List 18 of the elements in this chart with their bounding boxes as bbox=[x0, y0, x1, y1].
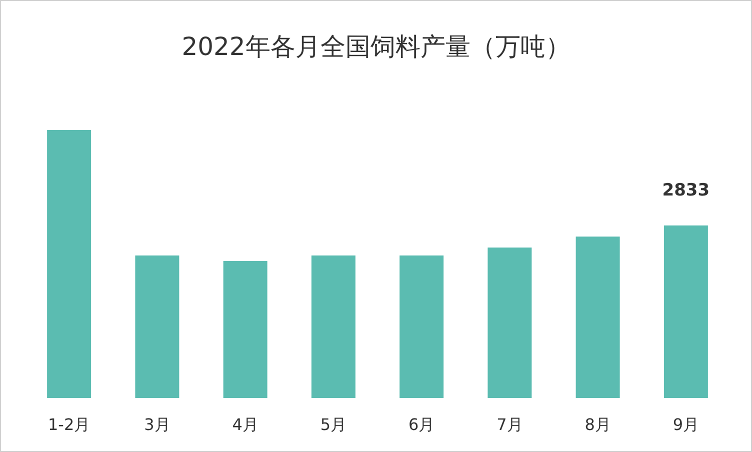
bar bbox=[400, 255, 444, 398]
x-tick-label: 5月 bbox=[320, 415, 347, 434]
x-tick-label: 1-2月 bbox=[48, 415, 90, 434]
bar bbox=[223, 260, 268, 398]
chart-title: 2022年各月全国饲料产量（万吨） bbox=[182, 32, 570, 61]
bar bbox=[576, 236, 620, 398]
x-tick-label: 8月 bbox=[584, 415, 611, 434]
bar bbox=[47, 130, 92, 398]
x-tick-label: 4月 bbox=[232, 415, 258, 434]
bar bbox=[135, 255, 180, 398]
bar bbox=[311, 255, 356, 398]
x-tick-label: 7月 bbox=[496, 415, 523, 434]
data-label: 2833 bbox=[662, 180, 710, 200]
x-tick-label: 3月 bbox=[144, 415, 170, 434]
bar bbox=[488, 248, 532, 398]
bar bbox=[664, 225, 708, 398]
x-tick-label: 6月 bbox=[408, 415, 435, 434]
x-tick-label: 9月 bbox=[672, 415, 700, 434]
